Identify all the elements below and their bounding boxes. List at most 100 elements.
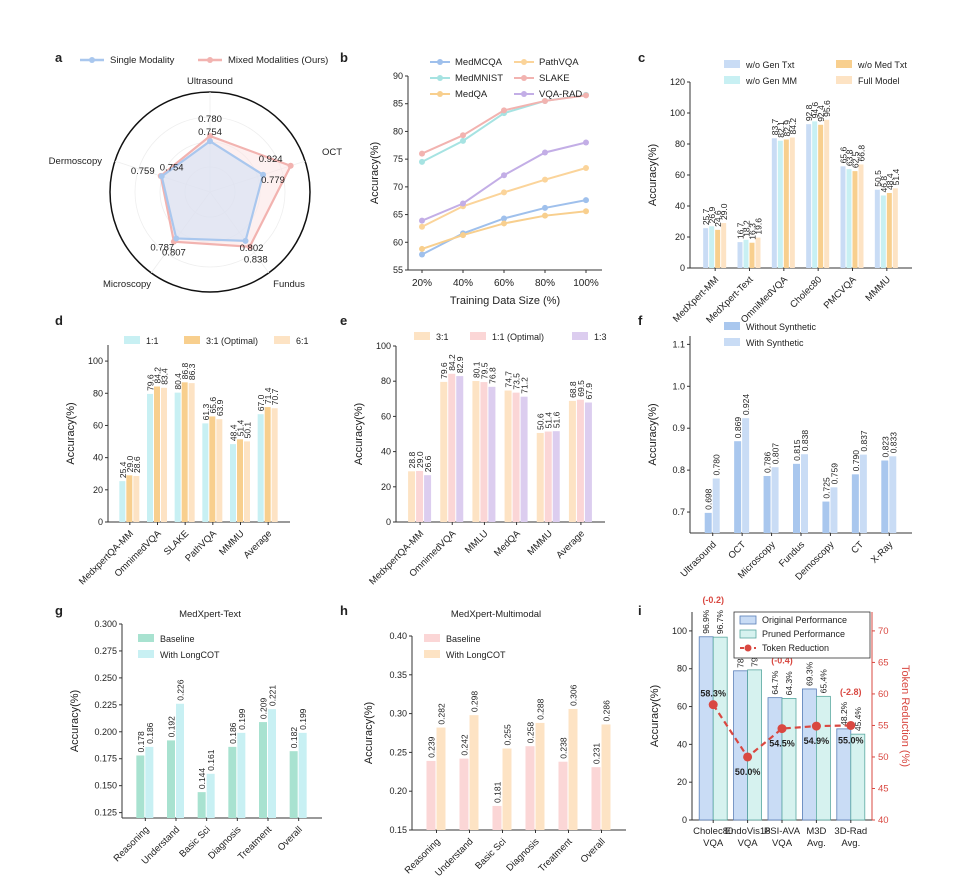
bar-d-5-0 xyxy=(257,414,264,522)
y-tick-label: 20 xyxy=(675,232,685,242)
legend-d1-swatch xyxy=(184,336,200,344)
radar-single-area-point xyxy=(260,171,267,178)
y-tick-label: 0.30 xyxy=(389,709,407,719)
bar-value-label: 92.8 xyxy=(804,104,814,121)
legend-f1-swatch xyxy=(724,338,740,346)
bar-value-label: 50.1 xyxy=(243,422,253,439)
bar-value-label: 0.833 xyxy=(888,432,898,454)
x-tick-label: 60% xyxy=(494,278,514,289)
radar-axis-label: Fundus xyxy=(273,279,305,290)
bar-e-4-0 xyxy=(536,432,544,522)
x-tick-label: Treatment xyxy=(236,824,274,862)
panel-h: 0.150.200.250.300.350.400.2390.282Reason… xyxy=(363,609,626,879)
bar-value-label: 0.288 xyxy=(536,698,546,720)
bar-f-1-1 xyxy=(742,418,750,533)
bar-value-label: 80.1 xyxy=(471,361,481,378)
token-reduction-label: 54.5% xyxy=(769,739,795,749)
legend-h0-swatch xyxy=(424,634,440,642)
panel-letter-h: h xyxy=(340,603,348,618)
bar-g-0-1 xyxy=(145,746,154,818)
bar-original xyxy=(698,636,714,821)
bar-value-label: 0.823 xyxy=(880,436,890,458)
bar-value-label: 0.807 xyxy=(771,443,781,465)
bar-d-2-1 xyxy=(181,382,188,522)
bar-value-label: 0.790 xyxy=(851,450,861,472)
legend-c3-label: Full Model xyxy=(858,76,900,86)
y2-tick-label: 60 xyxy=(878,689,889,700)
bar-value-label: 45.4% xyxy=(853,707,863,732)
bar-value-label: 0.780 xyxy=(712,454,722,476)
bar-g-4-1 xyxy=(268,709,276,818)
legend-g0-label: Baseline xyxy=(160,634,195,644)
x-tick-label: Overall xyxy=(579,836,608,865)
bar-value-label: 0.258 xyxy=(526,722,536,744)
bar-value-label: 62.5 xyxy=(851,151,861,168)
radar-axis-label: Dermoscopy xyxy=(49,156,103,167)
x-tick-label: PSI-AVA xyxy=(764,826,801,837)
bar-value-label: 0.221 xyxy=(268,685,278,707)
y-tick-label: 90 xyxy=(393,71,403,81)
x-tick-label: 40% xyxy=(453,278,473,289)
radar-mixed-area-point xyxy=(246,243,253,250)
radar-single-value: 0.754 xyxy=(198,127,222,138)
y-axis-title: Accuracy(%) xyxy=(65,402,77,464)
y-tick-label: 0.7 xyxy=(672,507,685,517)
x-tick-label: Avg. xyxy=(807,838,826,849)
radar-single-area-point xyxy=(242,237,249,244)
bar-value-label: 0.298 xyxy=(470,691,480,713)
legend-mixed-marker xyxy=(207,57,213,63)
radar-mixed-value: 0.838 xyxy=(244,255,268,266)
legend-c2-swatch xyxy=(836,60,852,68)
x-tick-label: 3D-Rad xyxy=(834,826,867,837)
x-tick-label: VQA xyxy=(703,838,724,849)
y2-tick-label: 70 xyxy=(878,626,889,637)
bar-value-label: 26.6 xyxy=(423,455,433,472)
bar-value-label: 96.7% xyxy=(715,610,725,635)
y-axis-title: Accuracy(%) xyxy=(353,403,365,465)
series-point xyxy=(460,132,466,139)
y2-tick-label: 40 xyxy=(878,815,889,826)
bar-value-label: 73.5 xyxy=(512,373,522,390)
x-tick-label: OCT xyxy=(726,539,748,561)
bar-value-label: 50.5 xyxy=(873,170,883,187)
series-point xyxy=(542,212,548,219)
panel-g: 0.125 0.150 0.175 0.200 0.225 0.250 0.275 0.300… xyxy=(69,609,322,867)
bar-g-1-1 xyxy=(176,703,184,818)
y-tick-label: 80 xyxy=(677,664,687,674)
bar-f-1-0 xyxy=(734,441,742,533)
bar-value-label: 76.8 xyxy=(487,367,497,384)
bar-value-label: 0.186 xyxy=(228,722,238,744)
radar-axis-label: Ultrasound xyxy=(187,76,233,87)
y-tick-label: 60 xyxy=(381,411,391,421)
y-tick-label: 1.0 xyxy=(672,381,685,391)
bar-value-label: 84.2 xyxy=(788,118,798,135)
legend-h1-swatch xyxy=(424,650,440,658)
bar-g-4-0 xyxy=(259,722,267,818)
x-tick-label: PMCVQA xyxy=(822,274,859,311)
bar-c-0-1 xyxy=(709,226,715,268)
bar-value-label: 96.9% xyxy=(701,609,711,634)
y-tick-label: 0.250 xyxy=(94,673,117,683)
bar-f-0-0 xyxy=(704,512,712,533)
bar-value-label: 0.838 xyxy=(800,430,810,452)
bar-f-0-1 xyxy=(712,478,720,533)
y-tick-label: 20 xyxy=(381,482,391,492)
bar-c-3-0 xyxy=(806,124,812,268)
bar-value-label: 51.6 xyxy=(552,411,562,428)
bar-h-3-1 xyxy=(535,722,545,830)
bar-value-label: 0.725 xyxy=(821,477,831,499)
radar-single-value: 0.754 xyxy=(160,162,184,173)
legend-g1-swatch xyxy=(138,650,154,658)
bar-h-5-0 xyxy=(591,767,601,830)
y2-tick-label: 65 xyxy=(878,657,889,668)
bar-value-label: 79.6 xyxy=(439,362,449,379)
bar-c-3-3 xyxy=(824,119,830,268)
legend-original-swatch xyxy=(739,615,757,625)
panel-letter-i: i xyxy=(638,603,642,618)
bar-value-label: 16.3 xyxy=(748,223,758,240)
x-tick-label: M3D xyxy=(806,826,826,837)
bar-d-5-1 xyxy=(264,407,271,522)
series-line-MedMCQA xyxy=(421,199,587,256)
x-tick-label: 100% xyxy=(573,278,599,289)
y-tick-label: 0.275 xyxy=(94,646,117,656)
